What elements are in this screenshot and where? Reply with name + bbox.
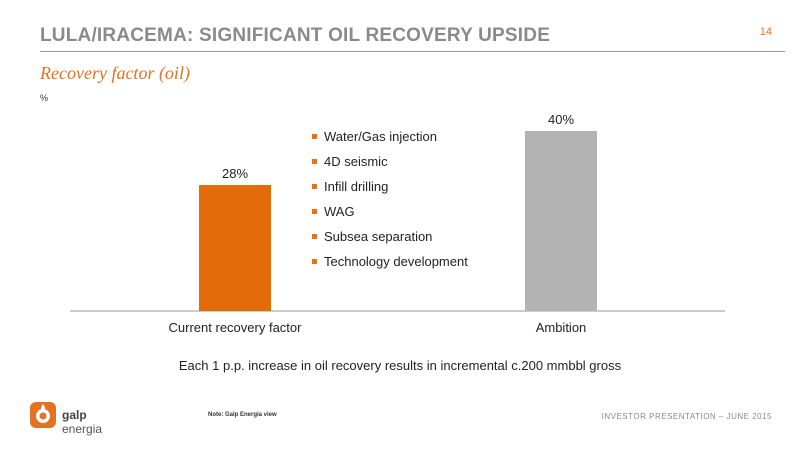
- bar-value-label: 28%: [222, 166, 248, 181]
- lever-item: WAG: [312, 203, 468, 228]
- title-divider: [40, 51, 785, 52]
- brand-name: galp energia: [62, 408, 103, 436]
- bar-current: [199, 185, 271, 311]
- x-tick-label: Ambition: [536, 320, 587, 335]
- lever-item: Infill drilling: [312, 178, 468, 203]
- lever-label: 4D seismic: [324, 154, 388, 169]
- lever-label: Water/Gas injection: [324, 129, 437, 144]
- bar-value-label: 40%: [548, 112, 574, 127]
- square-bullet-icon: [312, 209, 317, 214]
- slide-title: LULA/IRACEMA: SIGNIFICANT OIL RECOVERY U…: [40, 25, 551, 46]
- lever-item: 4D seismic: [312, 153, 468, 178]
- lever-label: WAG: [324, 204, 355, 219]
- bar-ambition: [525, 131, 597, 311]
- source-note: Note: Galp Energia view: [208, 412, 277, 418]
- square-bullet-icon: [312, 184, 317, 189]
- square-bullet-icon: [312, 234, 317, 239]
- recovery-levers-list: Water/Gas injection 4D seismic Infill dr…: [312, 128, 468, 278]
- footnote: Each 1 p.p. increase in oil recovery res…: [178, 358, 622, 373]
- footer-presentation-label: INVESTOR PRESENTATION – JUNE 2015: [601, 412, 772, 421]
- square-bullet-icon: [312, 134, 317, 139]
- chart-title: Recovery factor (oil): [40, 63, 190, 83]
- lever-label: Subsea separation: [324, 229, 433, 244]
- square-bullet-icon: [312, 259, 317, 264]
- lever-item: Water/Gas injection: [312, 128, 468, 153]
- y-unit-label: %: [40, 93, 49, 103]
- x-tick-label: Current recovery factor: [169, 320, 303, 335]
- galp-flame-icon: [30, 402, 56, 428]
- galp-logo: galp energia: [28, 400, 128, 436]
- lever-label: Technology development: [324, 254, 468, 269]
- lever-item: Technology development: [312, 253, 468, 278]
- lever-label: Infill drilling: [324, 179, 389, 194]
- page-number: 14: [759, 26, 772, 38]
- lever-item: Subsea separation: [312, 228, 468, 253]
- square-bullet-icon: [312, 159, 317, 164]
